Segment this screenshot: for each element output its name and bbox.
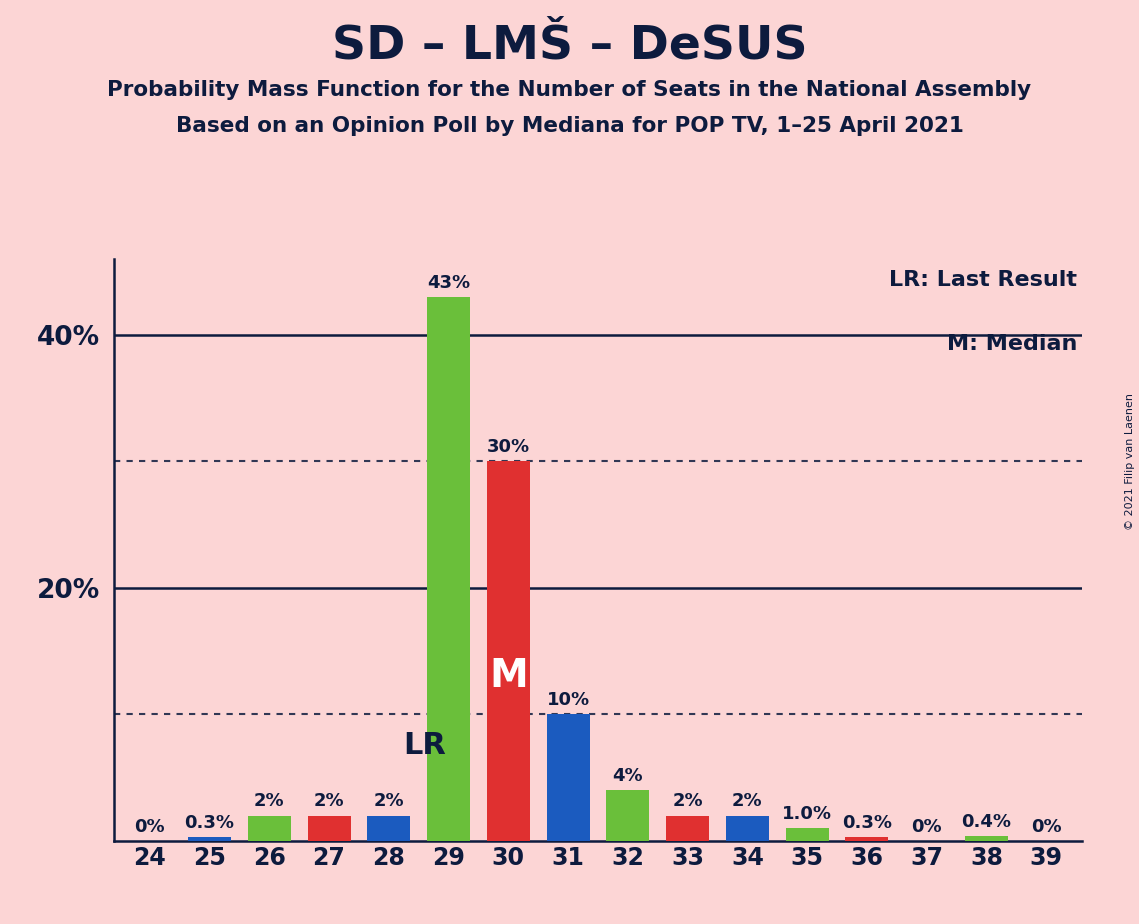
Text: 4%: 4% (613, 767, 644, 785)
Text: M: M (489, 657, 527, 696)
Text: 10%: 10% (547, 691, 590, 710)
Text: 2%: 2% (254, 793, 285, 810)
Text: 1.0%: 1.0% (782, 805, 833, 823)
Text: 2%: 2% (732, 793, 763, 810)
Bar (486, 461, 530, 841)
Text: 2%: 2% (672, 793, 703, 810)
Text: 2%: 2% (313, 793, 344, 810)
Text: LR: Last Result: LR: Last Result (890, 271, 1077, 290)
Text: 0.4%: 0.4% (961, 813, 1011, 831)
Text: SD – LMŠ – DeSUS: SD – LMŠ – DeSUS (331, 23, 808, 68)
Bar (308, 816, 351, 841)
Bar (965, 836, 1008, 841)
Bar (367, 816, 410, 841)
Text: 0.3%: 0.3% (185, 814, 235, 832)
Text: 30%: 30% (486, 438, 530, 456)
Bar (547, 714, 590, 841)
Bar (606, 790, 649, 841)
Text: 2%: 2% (374, 793, 404, 810)
Bar (427, 297, 470, 841)
Text: 43%: 43% (427, 274, 470, 292)
Text: Probability Mass Function for the Number of Seats in the National Assembly: Probability Mass Function for the Number… (107, 80, 1032, 101)
Text: 0%: 0% (1031, 818, 1062, 836)
Text: 0%: 0% (911, 818, 942, 836)
Bar (248, 816, 290, 841)
Text: M: Median: M: Median (947, 334, 1077, 355)
Text: Based on an Opinion Poll by Mediana for POP TV, 1–25 April 2021: Based on an Opinion Poll by Mediana for … (175, 116, 964, 136)
Bar (666, 816, 710, 841)
Text: 0%: 0% (134, 818, 165, 836)
Bar (188, 837, 231, 841)
Text: 0.3%: 0.3% (842, 814, 892, 832)
Text: LR: LR (403, 732, 446, 760)
Bar (726, 816, 769, 841)
Bar (786, 828, 829, 841)
Bar (845, 837, 888, 841)
Text: © 2021 Filip van Laenen: © 2021 Filip van Laenen (1125, 394, 1134, 530)
